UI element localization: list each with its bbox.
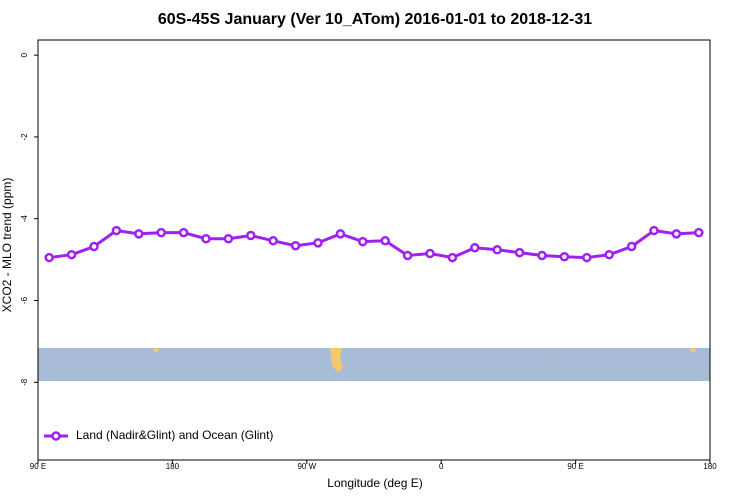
data-point bbox=[335, 229, 346, 239]
data-point bbox=[156, 227, 166, 238]
x-tick-label: 90 E bbox=[567, 462, 583, 471]
data-point bbox=[447, 252, 458, 263]
x-tick-label: 90 W bbox=[297, 462, 316, 471]
data-point bbox=[290, 240, 301, 251]
x-axis-label: Longitude (deg E) bbox=[327, 476, 422, 490]
data-point bbox=[514, 247, 525, 258]
y-tick-label: 0 bbox=[20, 52, 29, 57]
data-point bbox=[268, 236, 278, 246]
y-tick-label: -8 bbox=[20, 378, 29, 386]
data-point bbox=[178, 227, 189, 238]
data-point bbox=[380, 236, 390, 246]
y-axis-label: XCO2 - MLO trend (ppm) bbox=[0, 178, 14, 313]
data-point bbox=[201, 234, 211, 244]
series-line bbox=[49, 229, 699, 260]
data-point bbox=[470, 243, 480, 253]
data-point bbox=[246, 230, 256, 241]
data-point bbox=[537, 250, 547, 261]
data-point bbox=[313, 238, 323, 248]
x-tick-label: 180 bbox=[703, 462, 717, 471]
chart-title: 60S-45S January (Ver 10_ATom) 2016-01-01… bbox=[158, 11, 592, 28]
y-tick-label: -2 bbox=[20, 133, 29, 141]
data-point bbox=[44, 252, 54, 263]
data-point bbox=[492, 245, 502, 255]
data-point bbox=[649, 225, 659, 236]
data-point bbox=[559, 251, 570, 262]
data-point bbox=[425, 248, 435, 259]
data-point bbox=[694, 227, 704, 238]
legend-label: Land (Nadir&Glint) and Ocean (Glint) bbox=[76, 428, 273, 442]
data-point bbox=[604, 249, 614, 260]
x-tick-label: 90 E bbox=[30, 462, 46, 471]
legend-marker bbox=[51, 431, 61, 441]
data-point bbox=[111, 225, 122, 236]
plot-frame bbox=[37, 39, 711, 461]
map-strip bbox=[38, 348, 710, 381]
y-tick-label: -4 bbox=[20, 215, 29, 223]
y-tick-label: -6 bbox=[20, 296, 29, 304]
data-point bbox=[402, 250, 413, 261]
data-point bbox=[89, 241, 99, 252]
data-point bbox=[671, 229, 682, 239]
data-point bbox=[626, 241, 637, 252]
data-point bbox=[223, 234, 234, 244]
data-point bbox=[134, 229, 144, 239]
x-tick-label: 180 bbox=[166, 462, 180, 471]
data-point bbox=[358, 236, 368, 247]
x-tick-label: 0 bbox=[439, 462, 444, 471]
data-point bbox=[66, 249, 77, 260]
data-point bbox=[582, 252, 592, 263]
